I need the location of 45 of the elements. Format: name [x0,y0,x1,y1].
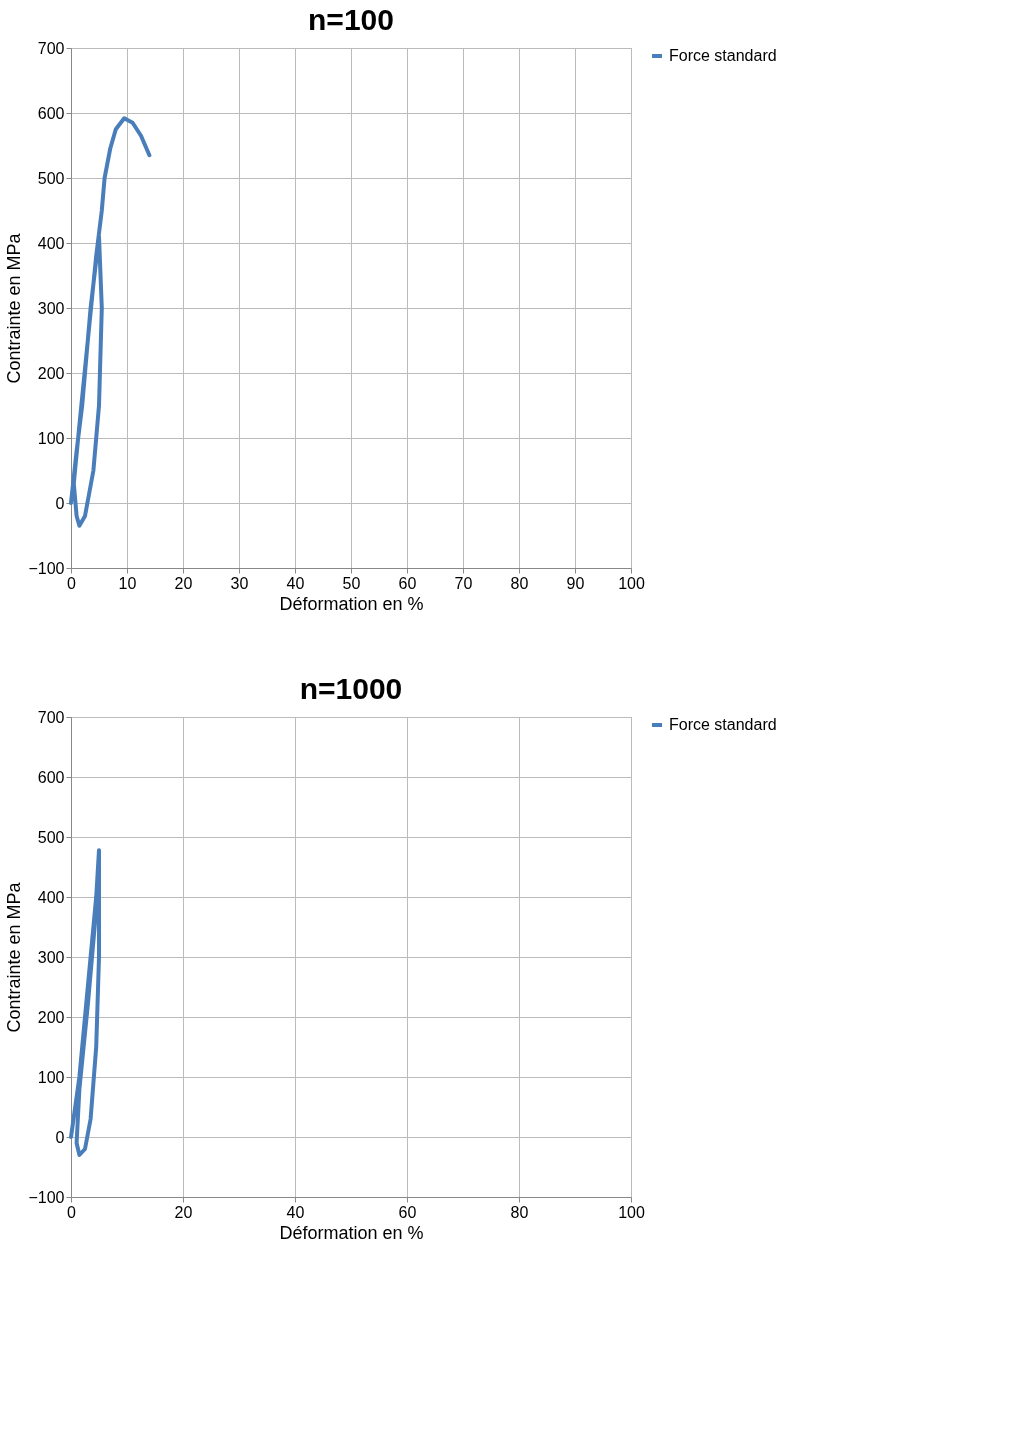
y-tick-label: 400 [37,888,65,906]
chart-title: n=1000 [299,672,403,705]
y-tick-label: 200 [37,1008,65,1026]
x-axis-title: Déformation en % [279,1222,424,1243]
x-tick-label: 20 [174,1203,193,1221]
y-tick-label: −100 [28,559,65,577]
x-tick-label: 50 [342,574,361,592]
x-tick-label: 10 [118,574,137,592]
x-tick-label: 60 [398,1203,417,1221]
legend-label: Force standard [669,47,777,64]
y-tick-label: 100 [37,1068,65,1086]
y-tick-label: 100 [37,429,65,447]
x-tick-label: 40 [286,574,305,592]
y-tick-label: 500 [37,828,65,846]
x-axis-title: Déformation en % [279,593,424,614]
y-axis-title: Contrainte en MPa [4,881,25,1033]
y-tick-label: −100 [28,1188,65,1206]
x-tick-label: 60 [398,574,417,592]
y-tick-label: 700 [37,39,65,57]
line-series [69,116,152,528]
legend-label: Force standard [669,716,777,733]
y-tick-label: 0 [55,494,65,512]
y-tick-label: 300 [37,948,65,966]
line-series [69,848,101,1157]
x-tick-label: 80 [510,574,529,592]
x-tick-label: 80 [510,1203,529,1221]
y-tick-label: 200 [37,364,65,382]
y-tick-label: 0 [55,1128,65,1146]
x-tick-label: 70 [454,574,473,592]
x-tick-label: 20 [174,574,193,592]
y-tick-label: 600 [37,104,65,122]
y-tick-label: 500 [37,169,65,187]
x-tick-label: 90 [566,574,585,592]
chart-title: n=100 [308,3,394,36]
x-tick-label: 100 [618,1203,645,1221]
y-tick-label: 700 [37,708,65,726]
x-tick-label: 30 [230,574,249,592]
x-tick-label: 100 [618,574,645,592]
y-axis-title: Contrainte en MPa [4,232,25,384]
x-tick-label: 0 [67,574,77,592]
y-tick-label: 600 [37,768,65,786]
x-tick-label: 0 [67,1203,77,1221]
x-tick-label: 40 [286,1203,305,1221]
y-tick-label: 400 [37,234,65,252]
y-tick-label: 300 [37,299,65,317]
